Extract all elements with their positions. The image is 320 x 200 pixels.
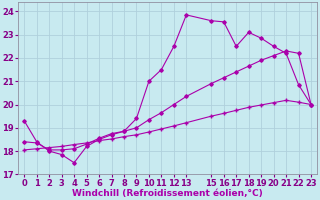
X-axis label: Windchill (Refroidissement éolien,°C): Windchill (Refroidissement éolien,°C): [72, 189, 263, 198]
